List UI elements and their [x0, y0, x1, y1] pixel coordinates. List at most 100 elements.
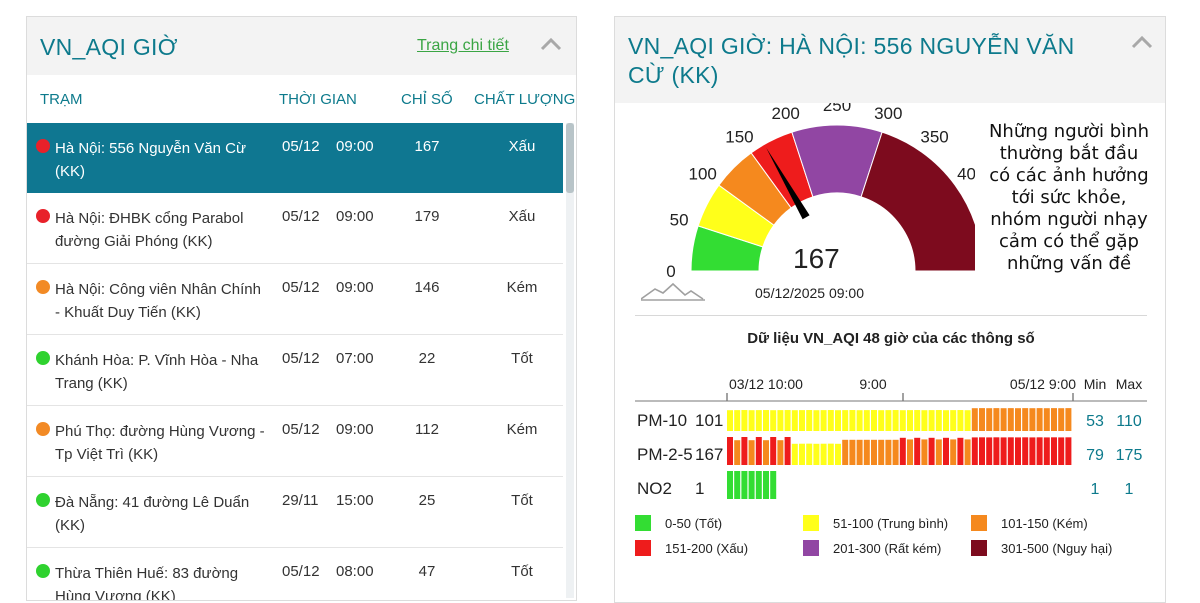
row-quality: Tốt: [511, 350, 533, 367]
scrollbar[interactable]: [566, 123, 574, 598]
row-index: 167: [414, 138, 440, 155]
param-bar: [806, 443, 813, 465]
station-name: Thừa Thiên Huế: 83 đường Hùng Vương (KK): [55, 565, 239, 601]
gauge-tick-label: 0: [666, 262, 675, 281]
station-name: Phú Thọ: đường Hùng Vương - Tp Việt Trì …: [55, 423, 265, 463]
row-index: 112: [415, 421, 439, 438]
health-description: Những người bình thường bắt đầu có các ả…: [988, 121, 1150, 274]
status-dot: [36, 209, 50, 223]
legend-swatch: [971, 540, 987, 556]
param-bar: [741, 410, 748, 431]
param-bar: [734, 471, 741, 499]
param-min: 53: [1086, 413, 1104, 430]
param-bar: [849, 410, 856, 431]
max-header: Max: [1116, 376, 1142, 392]
gauge-tick-label: 150: [725, 128, 753, 147]
param-bar: [885, 410, 892, 431]
table-row[interactable]: Thừa Thiên Huế: 83 đường Hùng Vương (KK)…: [27, 548, 563, 601]
param-bar: [928, 410, 935, 431]
row-hour: 15:00: [336, 492, 374, 509]
param-bar: [993, 408, 1000, 431]
gauge-tick-label: 350: [920, 128, 948, 147]
param-bar: [1043, 408, 1050, 431]
row-quality: Xấu: [508, 138, 536, 155]
gauge-tick-label: 200: [772, 104, 800, 123]
row-quality: Kém: [506, 279, 538, 296]
row-date: 05/12: [282, 421, 320, 438]
header-quality: CHẤT LƯỢNG: [474, 91, 576, 108]
detail-page-link[interactable]: Trang chi tiết: [417, 37, 509, 54]
param-max: 175: [1116, 447, 1143, 464]
param-bar: [777, 410, 784, 431]
param-bar: [820, 443, 827, 465]
row-hour: 09:00: [336, 138, 374, 155]
header-station: TRẠM: [40, 91, 83, 108]
station-name: Khánh Hòa: P. Vĩnh Hòa - Nha Trang (KK): [55, 352, 259, 392]
table-row[interactable]: Hà Nội: Công viên Nhân Chính - Khuất Duy…: [27, 264, 563, 335]
row-hour: 08:00: [336, 563, 374, 580]
param-current: 167: [695, 445, 723, 464]
legend-label: 301-500 (Nguy hại): [1001, 541, 1113, 556]
param-bar: [971, 437, 978, 465]
row-index: 47: [418, 563, 436, 580]
legend-label: 101-150 (Kém): [1001, 516, 1088, 531]
legend-swatch: [803, 515, 819, 531]
param-bar: [784, 437, 791, 465]
param-bar: [935, 410, 942, 431]
status-dot: [36, 280, 50, 294]
table-row[interactable]: Đà Nẵng: 41 đường Lê Duẩn (KK) 29/11 15:00…: [27, 477, 563, 548]
gauge-tick-label: 400: [957, 164, 975, 183]
param-bar: [1065, 408, 1072, 431]
scrollbar-thumb[interactable]: [566, 123, 574, 193]
gauge-value: 167: [793, 243, 840, 274]
row-quality: Xấu: [508, 208, 536, 225]
table-row[interactable]: Phú Thọ: đường Hùng Vương - Tp Việt Trì …: [27, 406, 563, 477]
legend-swatch: [635, 540, 651, 556]
param-bar: [1007, 437, 1014, 465]
gauge-tick-label: 300: [874, 104, 902, 123]
param-bar: [1058, 408, 1065, 431]
param-bar: [1015, 408, 1021, 431]
chevron-up-icon[interactable]: [540, 37, 562, 51]
status-dot: [36, 564, 50, 578]
param-bar: [734, 410, 741, 431]
row-date: 05/12: [282, 279, 320, 296]
legend-label: 51-100 (Trung bình): [833, 516, 949, 531]
param-bar: [892, 439, 899, 465]
status-dot: [36, 422, 50, 436]
param-bar: [1007, 408, 1014, 431]
table-header: TRẠM THỜI GIAN CHỈ SỐ CHẤT LƯỢNG: [27, 91, 576, 111]
param-max: 1: [1125, 481, 1134, 498]
param-bar: [727, 437, 733, 465]
time-axis-label: 9:00: [859, 376, 886, 392]
table-row[interactable]: Khánh Hòa: P. Vĩnh Hòa - Nha Trang (KK) 0…: [27, 335, 563, 406]
param-bar: [856, 410, 863, 431]
table-row[interactable]: Hà Nội: ĐHBK cổng Parabol đường Giải Phó…: [27, 193, 563, 264]
param-bar: [763, 471, 769, 499]
param-bar: [1029, 408, 1036, 431]
param-bar: [741, 437, 748, 465]
param-bar: [784, 410, 791, 431]
param-bar: [1022, 437, 1029, 465]
param-bar: [878, 439, 885, 465]
param-bar: [777, 440, 784, 465]
param-bar: [755, 437, 762, 465]
row-date: 05/12: [282, 208, 320, 225]
param-bar: [1015, 437, 1021, 465]
table-row[interactable]: Hà Nội: 556 Nguyễn Văn Cừ (KK) 05/12 09:00…: [27, 123, 563, 193]
row-hour: 09:00: [336, 421, 374, 438]
param-name: PM-10: [637, 411, 687, 430]
param-bar: [964, 439, 971, 465]
param-bar: [820, 410, 827, 431]
station-list-title: VN_AQI GIỜ: [40, 34, 178, 60]
row-date: 29/11: [282, 492, 319, 509]
row-hour: 09:00: [336, 208, 374, 225]
gauge-tick-label: 50: [670, 211, 689, 230]
min-header: Min: [1084, 376, 1107, 392]
param-bar: [799, 443, 805, 465]
chevron-up-icon[interactable]: [1131, 35, 1153, 49]
param-bar: [748, 410, 755, 431]
param-bar: [964, 410, 971, 431]
station-name: Hà Nội: ĐHBK cổng Parabol đường Giải Phó…: [55, 210, 244, 250]
legend-swatch: [803, 540, 819, 556]
